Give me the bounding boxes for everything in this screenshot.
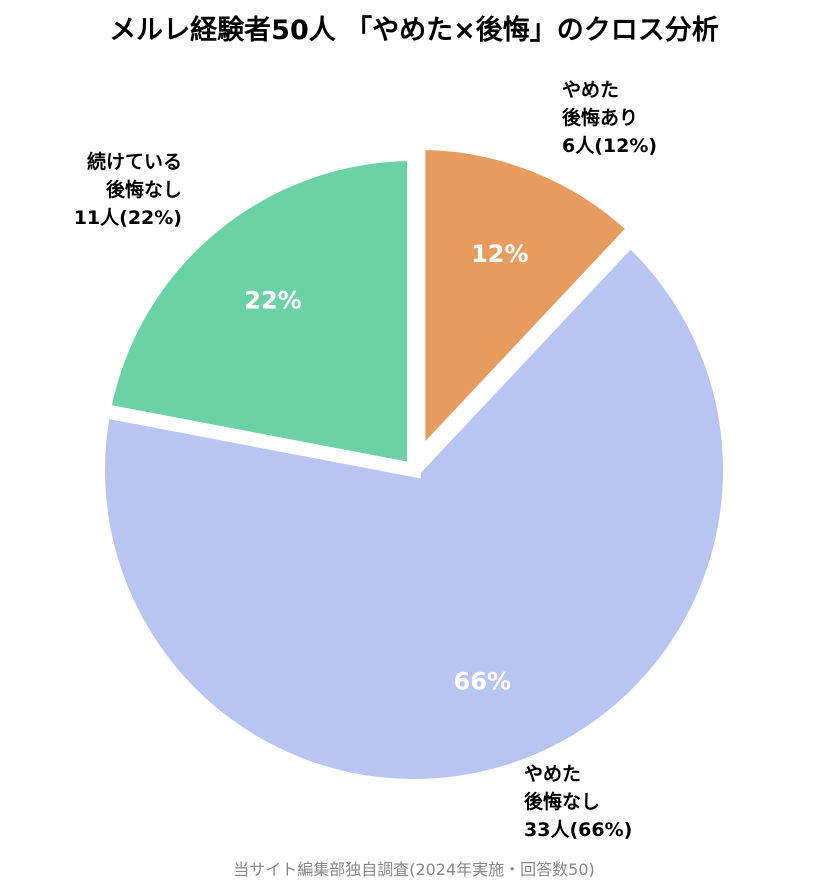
pie-slice-2	[95, 146, 421, 479]
source-note: 当サイト編集部独自調査(2024年実施・回答数50)	[233, 860, 595, 879]
slice-percent-label: 22%	[244, 287, 301, 315]
chart-title: メルレ経験者50人 「やめた×後悔」のクロス分析	[109, 15, 719, 46]
slice-outer-label-line: 11人(22%)	[74, 207, 182, 229]
slice-outer-label: やめた後悔なし 33人(66%)	[524, 763, 632, 841]
pie-slice-0	[411, 135, 645, 477]
slice-outer-label-line: 続けている	[87, 150, 182, 173]
slice-outer-label-line: 33人(66%)	[524, 819, 632, 841]
slice-outer-label-line: 後悔なし	[106, 178, 182, 201]
slice-outer-label-line: やめた	[524, 763, 581, 785]
slice-outer-label-line: 6人(12%)	[562, 135, 657, 157]
pie-slice-1	[91, 229, 737, 793]
slice-outer-label-line: 後悔なし	[524, 790, 600, 813]
slice-outer-label-line: 後悔あり	[562, 106, 638, 129]
slice-outer-label: やめた後悔あり 6人(12%)	[562, 79, 657, 157]
slice-percent-label: 66%	[454, 667, 511, 695]
slice-outer-label-line: やめた	[562, 79, 619, 101]
slice-percent-label: 12%	[471, 240, 528, 268]
slice-outer-label: 続けている後悔なし 11人(22%)	[74, 150, 182, 229]
